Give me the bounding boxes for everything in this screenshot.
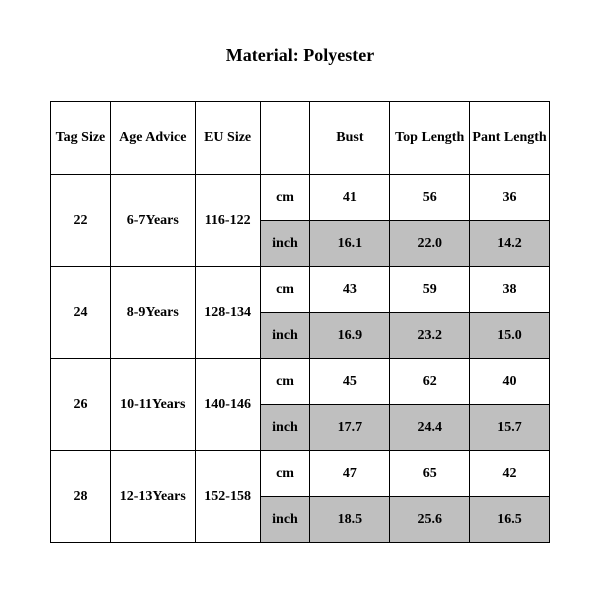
cell-pant-inch: 16.5 (470, 497, 550, 543)
cell-eu: 128-134 (195, 267, 260, 359)
cell-top-cm: 65 (390, 451, 470, 497)
cell-bust-cm: 47 (310, 451, 390, 497)
cell-tag: 22 (51, 175, 111, 267)
cell-pant-inch: 15.7 (470, 405, 550, 451)
header-row: Tag Size Age Advice EU Size Bust Top Len… (51, 102, 550, 175)
cell-unit: inch (260, 313, 310, 359)
cell-top-inch: 25.6 (390, 497, 470, 543)
col-pant-length: Pant Length (470, 102, 550, 175)
cell-top-inch: 24.4 (390, 405, 470, 451)
material-title: Material: Polyester (50, 45, 550, 66)
cell-eu: 152-158 (195, 451, 260, 543)
cell-pant-cm: 40 (470, 359, 550, 405)
cell-unit: cm (260, 175, 310, 221)
table-row: 28 12-13Years 152-158 cm 47 65 42 (51, 451, 550, 497)
cell-top-cm: 62 (390, 359, 470, 405)
cell-unit: cm (260, 359, 310, 405)
col-age-advice: Age Advice (110, 102, 195, 175)
cell-pant-cm: 38 (470, 267, 550, 313)
cell-pant-cm: 36 (470, 175, 550, 221)
cell-bust-cm: 45 (310, 359, 390, 405)
cell-age: 6-7Years (110, 175, 195, 267)
cell-eu: 116-122 (195, 175, 260, 267)
cell-pant-inch: 15.0 (470, 313, 550, 359)
cell-unit: cm (260, 267, 310, 313)
cell-bust-cm: 43 (310, 267, 390, 313)
cell-bust-inch: 16.1 (310, 221, 390, 267)
cell-unit: inch (260, 497, 310, 543)
cell-age: 10-11Years (110, 359, 195, 451)
cell-tag: 26 (51, 359, 111, 451)
cell-unit: cm (260, 451, 310, 497)
cell-unit: inch (260, 405, 310, 451)
cell-pant-cm: 42 (470, 451, 550, 497)
cell-eu: 140-146 (195, 359, 260, 451)
cell-top-inch: 23.2 (390, 313, 470, 359)
table-row: 22 6-7Years 116-122 cm 41 56 36 (51, 175, 550, 221)
size-chart-table: Tag Size Age Advice EU Size Bust Top Len… (50, 101, 550, 543)
col-unit-blank (260, 102, 310, 175)
cell-pant-inch: 14.2 (470, 221, 550, 267)
cell-tag: 24 (51, 267, 111, 359)
col-tag-size: Tag Size (51, 102, 111, 175)
col-eu-size: EU Size (195, 102, 260, 175)
cell-bust-inch: 18.5 (310, 497, 390, 543)
cell-bust-inch: 17.7 (310, 405, 390, 451)
table-row: 26 10-11Years 140-146 cm 45 62 40 (51, 359, 550, 405)
cell-top-inch: 22.0 (390, 221, 470, 267)
cell-tag: 28 (51, 451, 111, 543)
table-row: 24 8-9Years 128-134 cm 43 59 38 (51, 267, 550, 313)
col-bust: Bust (310, 102, 390, 175)
cell-age: 8-9Years (110, 267, 195, 359)
cell-bust-cm: 41 (310, 175, 390, 221)
col-top-length: Top Length (390, 102, 470, 175)
cell-top-cm: 59 (390, 267, 470, 313)
cell-bust-inch: 16.9 (310, 313, 390, 359)
cell-age: 12-13Years (110, 451, 195, 543)
size-chart-body: 22 6-7Years 116-122 cm 41 56 36 inch 16.… (51, 175, 550, 543)
cell-top-cm: 56 (390, 175, 470, 221)
cell-unit: inch (260, 221, 310, 267)
